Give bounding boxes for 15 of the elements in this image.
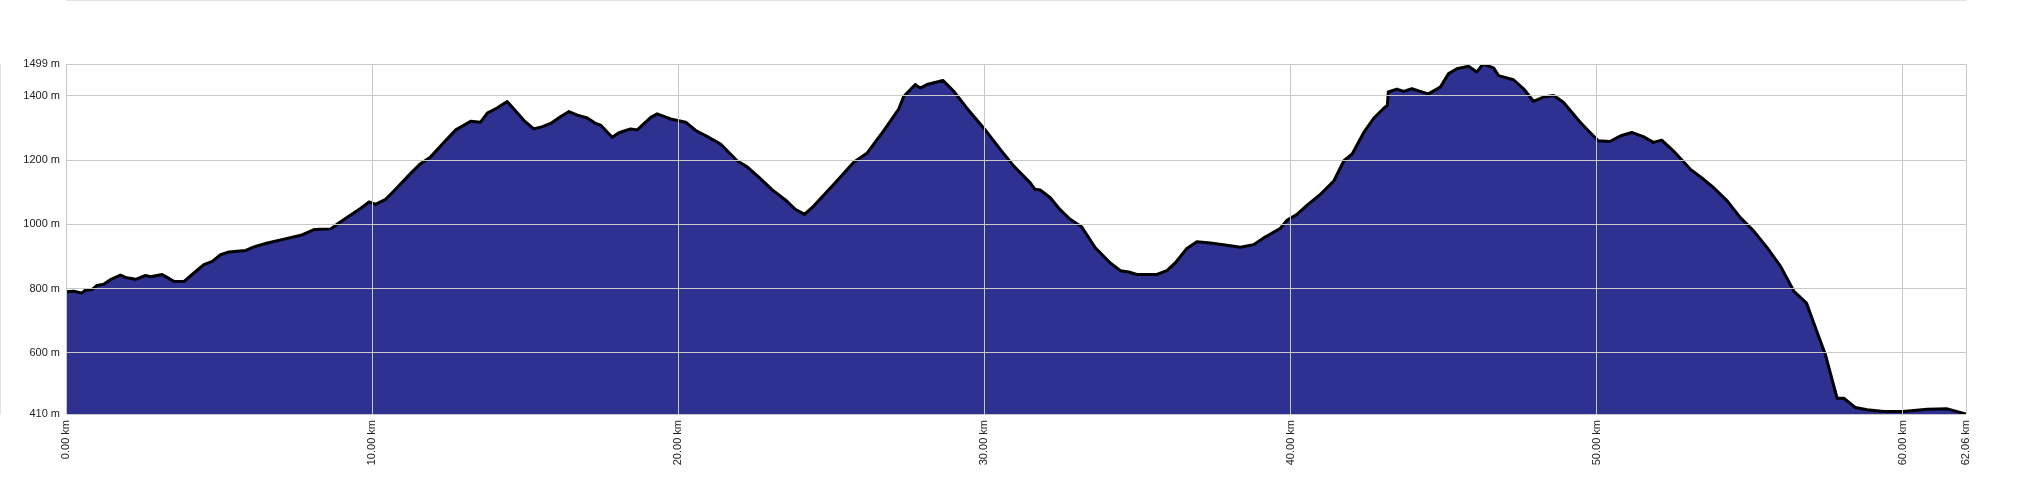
y-tick-label: 410 m xyxy=(29,407,60,420)
x-tick-label: 62.06 km xyxy=(1959,420,1972,466)
x-tick-label: 0.00 km xyxy=(59,420,72,460)
y-tick-label: 1499 m xyxy=(23,57,60,70)
x-tick-label: 60.00 km xyxy=(1895,420,1908,466)
x-tick-label: 20.00 km xyxy=(671,420,684,466)
y-tick-label: 600 m xyxy=(29,345,60,358)
y-tick-label: 1000 m xyxy=(23,217,60,230)
x-tick-label: 30.00 km xyxy=(977,420,990,466)
x-tick-label: 40.00 km xyxy=(1283,420,1296,466)
x-tick-label: 50.00 km xyxy=(1589,420,1602,466)
x-tick-label: 10.00 km xyxy=(365,420,378,466)
y-tick-label: 1400 m xyxy=(23,88,60,101)
y-tick-label: 1200 m xyxy=(23,153,60,166)
y-tick-label: 800 m xyxy=(29,281,60,294)
